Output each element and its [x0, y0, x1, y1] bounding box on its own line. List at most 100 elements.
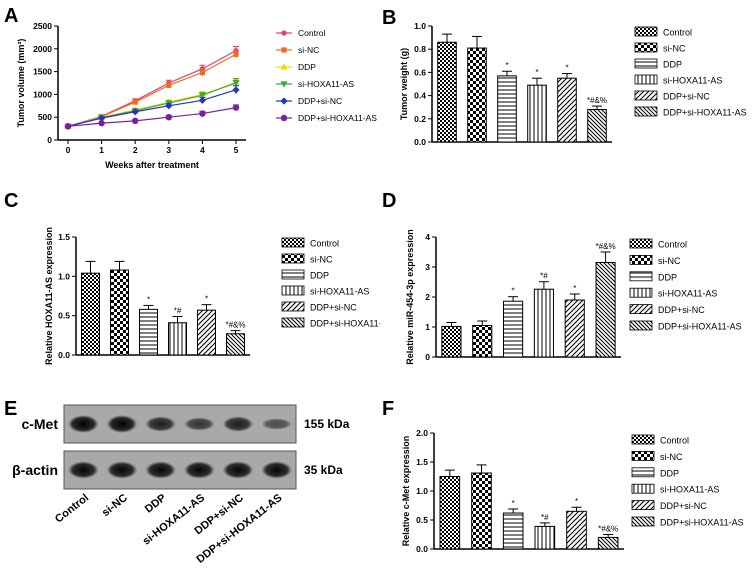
bar — [564, 299, 585, 358]
bar — [467, 47, 487, 143]
bar — [527, 84, 547, 143]
significance-label: * — [565, 64, 568, 73]
legend-swatch — [634, 26, 658, 37]
marker — [64, 123, 72, 130]
y-tick-label: 1.0 — [414, 21, 426, 31]
legend-label: DDP — [658, 272, 677, 282]
bar — [502, 512, 524, 550]
significance-label: *#&% — [596, 242, 616, 251]
x-tick-label: 3 — [166, 145, 171, 155]
bar — [226, 333, 245, 356]
marker — [132, 117, 139, 125]
marker — [199, 69, 205, 76]
y-tick-label: 500 — [38, 112, 52, 122]
significance-label: *#&% — [225, 321, 245, 330]
y-tick-label: 0.0 — [416, 544, 428, 554]
bar — [533, 288, 554, 358]
panel-d-letter: D — [382, 190, 396, 212]
bar — [597, 536, 619, 550]
x-tick-label: 4 — [200, 145, 205, 155]
legend-swatch — [631, 500, 655, 510]
marker — [98, 114, 106, 122]
blot-band — [261, 461, 293, 479]
marker — [281, 30, 287, 36]
legend-label: si-HOXA11-AS — [298, 79, 354, 89]
y-axis-label: Relative HOXA11-AS expression — [44, 227, 54, 365]
marker — [198, 92, 206, 99]
legend-swatch — [629, 271, 653, 282]
y-tick-label: 2500 — [33, 21, 52, 31]
marker — [132, 99, 138, 105]
x-tick-label: 2 — [133, 145, 138, 155]
bar — [503, 300, 524, 358]
legend-swatch — [281, 269, 305, 280]
bar — [534, 525, 556, 550]
y-tick-label: 0.6 — [414, 67, 426, 77]
marker — [98, 119, 105, 127]
legend-label: si-NC — [663, 44, 686, 54]
series-line — [67, 89, 237, 127]
bar — [497, 75, 517, 143]
panel-d-chart: D 0 1 2 3 4 Relative miR-454-3p expression * *#… — [382, 190, 742, 365]
panel-e-letter: E — [4, 398, 17, 420]
y-axis-label: Relative c-Met expression — [401, 436, 411, 547]
legend-swatch — [634, 90, 658, 101]
panel-b: B 0.0 0.2 0.4 0.6 0.8 1.0 Tumor weight (g) * * * *… — [380, 0, 753, 175]
blot-band — [261, 418, 293, 430]
legend-swatch — [634, 74, 658, 85]
legend-label: Control — [660, 436, 689, 446]
significance-label: * — [573, 284, 576, 293]
bar — [441, 325, 462, 358]
y-tick-label: 0.4 — [414, 91, 426, 101]
marker — [280, 114, 288, 122]
blot-band — [67, 461, 99, 479]
blot-lane-label: si-NC — [100, 492, 130, 519]
legend-label: DDP+si-HOXA11-AS — [310, 319, 380, 329]
panel-a: A 0 500 1000 1500 2000 2500 0 1 2 3 4 5 Weeks after … — [0, 0, 380, 175]
bar — [168, 322, 187, 356]
panel-b-letter: B — [382, 7, 396, 29]
significance-label: * — [147, 295, 150, 304]
y-tick-label: 0.5 — [58, 311, 70, 321]
series-line — [67, 53, 237, 127]
legend-swatch — [629, 320, 653, 331]
y-tick-label: 0.2 — [414, 114, 426, 124]
blot-band — [183, 417, 215, 431]
significance-label: *# — [540, 272, 548, 281]
marker — [280, 63, 288, 70]
marker — [232, 79, 240, 87]
legend-label: DDP+si-NC — [663, 92, 710, 102]
legend-swatch — [634, 106, 658, 117]
marker — [198, 96, 206, 104]
legend-swatch — [631, 483, 655, 494]
panel-d: D 0 1 2 3 4 Relative miR-454-3p expression * *#… — [380, 183, 753, 375]
panel-c: C 0.0 0.5 1.0 1.5 Relative HOXA11-AS express… — [0, 183, 394, 375]
legend-swatch — [281, 301, 305, 312]
significance-label: * — [505, 61, 508, 70]
significance-label: * — [512, 287, 515, 296]
legend-label: si-HOXA11-AS — [310, 287, 369, 297]
panel-c-chart: C 0.0 0.5 1.0 1.5 Relative HOXA11-AS express… — [4, 190, 394, 365]
marker — [280, 97, 288, 105]
x-tick-label: 0 — [66, 145, 71, 155]
marker — [131, 108, 139, 116]
y-axis-label: Tumor weight (g) — [399, 48, 409, 120]
legend-label: DDP+si-HOXA11-AS — [298, 113, 377, 123]
significance-label: *# — [174, 306, 182, 315]
marker — [166, 82, 172, 88]
bar — [587, 109, 607, 143]
blot-band — [183, 461, 215, 479]
blot-kda-label: 35 kDa — [304, 463, 343, 477]
y-tick-label: 0 — [425, 352, 430, 362]
marker — [199, 110, 206, 117]
x-tick-label: 1 — [99, 145, 104, 155]
panel-a-chart: A 0 500 1000 1500 2000 2500 0 1 2 3 4 5 Weeks after … — [4, 5, 377, 170]
legend-label: Control — [663, 28, 692, 38]
legend-swatch — [629, 287, 653, 298]
legend-swatch — [629, 255, 653, 265]
y-axis-label: Tumor volume (mm³) — [16, 39, 26, 128]
legend-label: si-NC — [658, 256, 681, 266]
series-line — [67, 107, 237, 127]
legend-swatch — [629, 304, 653, 314]
y-axis-label: Relative miR-454-3p expression — [405, 229, 415, 365]
